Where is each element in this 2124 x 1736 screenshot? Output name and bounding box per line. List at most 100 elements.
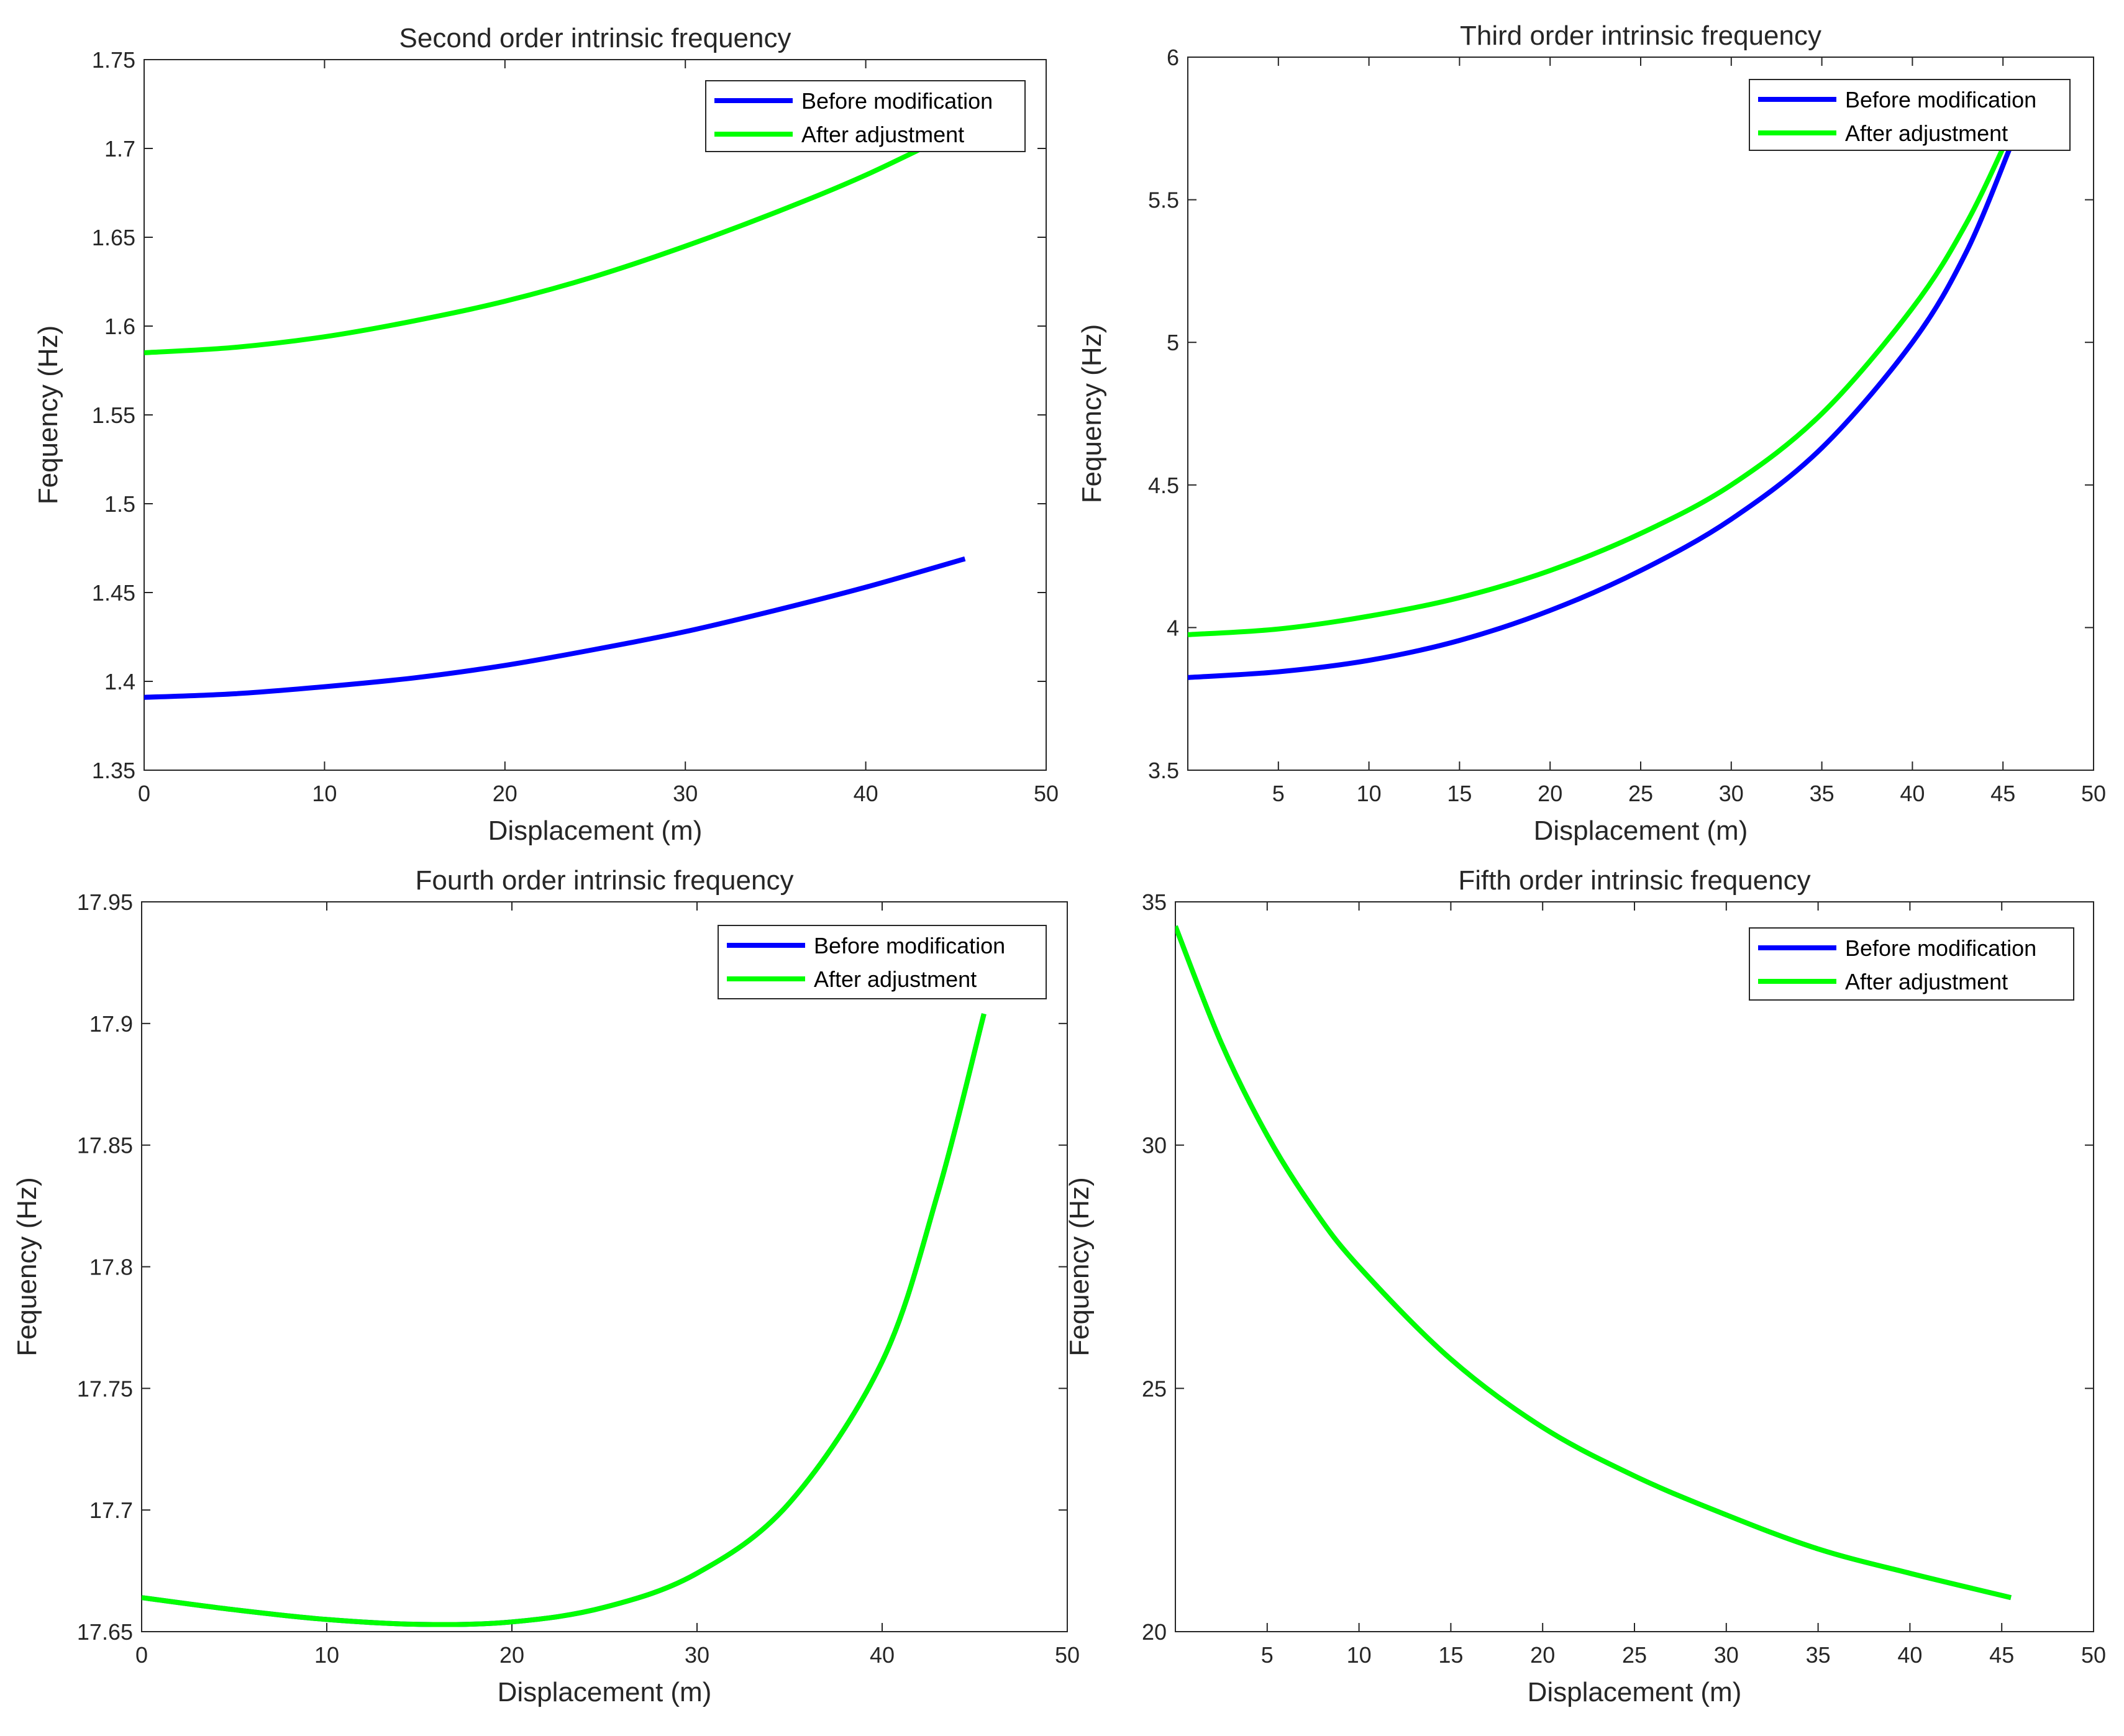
legend-box (705, 80, 1026, 152)
x-tick-label: 40 (854, 781, 878, 806)
y-tick-label: 5 (1167, 330, 1179, 355)
chart-title: Third order intrinsic frequency (1460, 20, 1821, 51)
legend-box (718, 925, 1047, 999)
x-tick-label: 20 (1530, 1642, 1555, 1668)
series-line-after-adjustment (144, 125, 967, 355)
x-tick-label: 30 (685, 1642, 709, 1668)
y-tick-label: 17.95 (77, 889, 133, 915)
x-tick-label: 25 (1628, 781, 1653, 806)
y-tick-label: 17.75 (77, 1376, 133, 1401)
y-tick-label: 5.5 (1148, 188, 1179, 213)
legend-box (1749, 927, 2074, 1001)
y-tick-label: 30 (1142, 1133, 1167, 1158)
y-tick-label: 6 (1167, 45, 1179, 70)
y-tick-label: 4.5 (1148, 473, 1179, 498)
legend-label: Before modification (801, 88, 993, 114)
legend-label: After adjustment (1845, 120, 2008, 146)
x-tick-label: 15 (1438, 1642, 1463, 1668)
x-tick-label: 35 (1806, 1642, 1831, 1668)
x-tick-label: 0 (135, 1642, 148, 1668)
x-axis-label: Displacement (m) (498, 1677, 712, 1707)
x-tick-label: 10 (314, 1642, 339, 1668)
x-tick-label: 30 (1719, 781, 1744, 806)
chart-title: Fourth order intrinsic frequency (416, 865, 794, 896)
y-tick-label: 17.85 (77, 1133, 133, 1158)
legend-label: Before modification (1845, 935, 2036, 961)
legend: Before modification After adjustment (718, 925, 1047, 999)
legend-label: After adjustment (814, 966, 977, 992)
y-axis-label: Fequency (Hz) (1064, 1177, 1095, 1357)
x-tick-label: 40 (870, 1642, 895, 1668)
chart-title: Second order intrinsic frequency (399, 23, 791, 53)
y-tick-label: 35 (1142, 889, 1167, 915)
series-line-after-adjustment (1175, 925, 2012, 1601)
x-tick-label: 50 (1034, 781, 1059, 806)
legend-box (1749, 79, 2071, 151)
x-tick-label: 45 (1990, 781, 2015, 806)
chart-title: Fifth order intrinsic frequency (1458, 865, 1810, 896)
x-axis-label: Displacement (m) (1534, 816, 1748, 846)
plot-area (1187, 57, 2094, 771)
legend-label: Before modification (1845, 87, 2036, 112)
x-tick-label: 50 (2081, 781, 2106, 806)
plot-area (1175, 901, 2094, 1632)
y-tick-label: 1.6 (104, 314, 135, 339)
y-tick-label: 3.5 (1148, 758, 1179, 783)
chart-panel-1: 0 10 20 30 40 50 1.35 1.4 1.45 1.5 1.55 1.6 1.65 1.7 1… (33, 23, 1059, 846)
y-tick-label: 25 (1142, 1376, 1167, 1401)
y-tick-label: 1.65 (92, 225, 135, 250)
x-tick-label: 15 (1447, 781, 1472, 806)
y-tick-label: 17.9 (89, 1011, 133, 1037)
y-axis-label: Fequency (Hz) (33, 325, 63, 505)
plot-area (144, 59, 1047, 771)
y-tick-label: 1.7 (104, 136, 135, 161)
x-axis-label: Displacement (m) (1528, 1677, 1742, 1707)
x-tick-label: 45 (1989, 1642, 2014, 1668)
x-tick-label: 40 (1900, 781, 1925, 806)
x-tick-label: 50 (1055, 1642, 1080, 1668)
x-tick-label: 30 (1714, 1642, 1739, 1668)
x-tick-label: 0 (138, 781, 150, 806)
chart-panel-2: 5 10 15 20 25 30 35 40 45 50 3.5 4 4.5 5 5.5 6 Third ord… (1077, 20, 2106, 846)
legend: Before modification After adjustment (1749, 79, 2071, 151)
x-tick-label: 20 (499, 1642, 524, 1668)
x-tick-label: 25 (1622, 1642, 1647, 1668)
y-tick-label: 1.4 (104, 669, 135, 694)
x-tick-label: 20 (493, 781, 517, 806)
y-tick-label: 4 (1167, 615, 1179, 640)
series-line-after-adjustment (1188, 127, 2015, 637)
legend-label: After adjustment (801, 122, 964, 147)
x-tick-label: 10 (1347, 1642, 1372, 1668)
plot-area (141, 901, 1068, 1632)
y-tick-label: 17.7 (89, 1497, 133, 1523)
series-line-before-modification (1188, 142, 2015, 680)
series-line-after-adjustment (142, 1013, 987, 1627)
y-tick-label: 17.65 (77, 1619, 133, 1645)
y-tick-label: 1.35 (92, 758, 135, 783)
y-axis-label: Fequency (Hz) (12, 1177, 42, 1357)
legend: Before modification After adjustment (1749, 927, 2074, 1001)
x-tick-label: 40 (1897, 1642, 1922, 1668)
x-axis-label: Displacement (m) (488, 816, 703, 846)
x-tick-label: 5 (1261, 1642, 1274, 1668)
legend: Before modification After adjustment (705, 80, 1026, 152)
x-tick-label: 10 (1357, 781, 1382, 806)
y-tick-label: 1.75 (92, 47, 135, 73)
x-tick-label: 5 (1272, 781, 1285, 806)
x-tick-label: 10 (312, 781, 337, 806)
chart-panel-4: 5 10 15 20 25 30 35 40 45 50 20 25 30 35 Fifth order i… (1064, 865, 2106, 1707)
y-tick-label: 17.8 (89, 1255, 133, 1280)
y-tick-label: 1.5 (104, 491, 135, 517)
chart-panel-3: 0 10 20 30 40 50 17.65 17.7 17.75 17.8 17.85 17.9 17… (12, 865, 1080, 1707)
y-tick-label: 1.55 (92, 402, 135, 428)
legend-label: After adjustment (1845, 969, 2008, 994)
x-tick-label: 30 (673, 781, 698, 806)
legend-label: Before modification (814, 933, 1005, 958)
series-line-before-modification (144, 556, 966, 700)
y-axis-label: Fequency (Hz) (1077, 324, 1107, 504)
x-tick-label: 50 (2081, 1642, 2106, 1668)
y-tick-label: 1.45 (92, 580, 135, 606)
y-tick-label: 20 (1142, 1619, 1167, 1645)
x-tick-label: 35 (1810, 781, 1835, 806)
